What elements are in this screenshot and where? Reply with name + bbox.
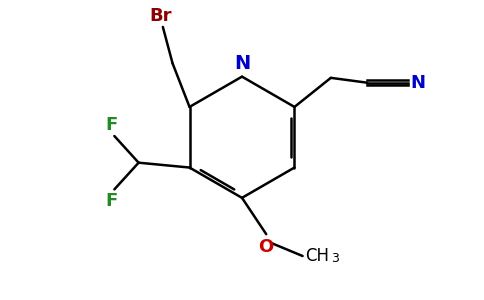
Text: O: O xyxy=(258,238,274,256)
Text: N: N xyxy=(234,54,250,73)
Text: Br: Br xyxy=(149,7,172,25)
Text: F: F xyxy=(106,116,118,134)
Text: 3: 3 xyxy=(331,252,339,266)
Text: N: N xyxy=(411,74,426,92)
Text: F: F xyxy=(106,192,118,210)
Text: CH: CH xyxy=(305,247,329,265)
